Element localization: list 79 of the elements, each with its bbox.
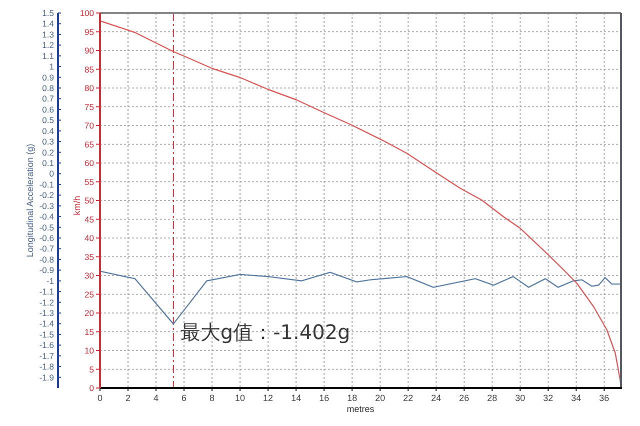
annotation: 最大g值：-1.402g xyxy=(180,320,350,344)
y-tick-label: -0.5 xyxy=(39,222,54,232)
x-tick-label: 6 xyxy=(182,393,187,403)
y2-tick-label: 50 xyxy=(84,196,94,206)
y-tick-label: -1.3 xyxy=(39,308,54,318)
y-tick-label: 1.4 xyxy=(42,18,54,29)
y-tick-label: -0.3 xyxy=(39,200,54,211)
y-tick-label: 0.2 xyxy=(42,147,54,158)
x-tick-label: 2 xyxy=(126,393,131,403)
y-tick-label: 0.1 xyxy=(42,158,54,168)
y2-tick-label: 5 xyxy=(89,364,94,374)
x-tick-label: 14 xyxy=(291,393,302,403)
x-tick-label: 10 xyxy=(235,393,246,403)
y2-tick-label: 65 xyxy=(84,139,94,150)
y-tick-label: -0.1 xyxy=(39,179,54,190)
x-tick-label: 20 xyxy=(375,393,386,403)
y-tick-label: -0.4 xyxy=(39,212,54,222)
y-tick-label: -1 xyxy=(46,276,54,286)
x-tick-label: 28 xyxy=(487,393,498,403)
x-tick-label: 18 xyxy=(347,393,358,403)
y2-tick-label: 0 xyxy=(89,383,94,393)
y-tick-label: -0.6 xyxy=(39,233,54,243)
y-tick-label: 1.1 xyxy=(42,50,54,61)
y2-axis-title: km/h xyxy=(72,196,82,216)
y2-tick-label: 45 xyxy=(84,214,94,224)
y-tick-label: -1.1 xyxy=(39,286,54,297)
y2-tick-label: 95 xyxy=(84,26,94,37)
x-tick-label: 34 xyxy=(571,393,582,403)
y2-tick-label: 90 xyxy=(84,46,94,56)
y2-tick-label: 70 xyxy=(84,120,94,130)
y2-tick-label: 10 xyxy=(84,346,94,356)
y2-tick-label: 75 xyxy=(84,102,94,112)
x-tick-label: 24 xyxy=(431,393,442,403)
x-tick-label: 0 xyxy=(97,393,103,403)
y-tick-label: -1.8 xyxy=(39,362,54,372)
x-tick-label: 26 xyxy=(459,393,470,403)
x-tick-label: 32 xyxy=(543,393,554,403)
y-tick-label: -1.2 xyxy=(39,297,54,308)
y2-tick-label: 40 xyxy=(84,233,94,243)
y-tick-label: -1.9 xyxy=(39,372,54,382)
y2-tick-label: 80 xyxy=(84,83,94,93)
y-tick-label: 0 xyxy=(49,168,54,179)
x-tick-label: 4 xyxy=(154,393,159,403)
y-tick-label: -1.6 xyxy=(39,340,54,350)
y2-tick-label: 15 xyxy=(84,326,94,337)
y-tick-label: 0.5 xyxy=(42,115,54,126)
y-tick-label: -1.4 xyxy=(39,318,54,329)
y-tick-label: -1.7 xyxy=(39,350,54,361)
y-tick-label: 0.9 xyxy=(42,72,54,82)
x-tick-label: 22 xyxy=(403,393,414,403)
y2-tick-label: 55 xyxy=(84,176,94,187)
x-tick-label: 30 xyxy=(515,393,526,403)
x-tick-label: 8 xyxy=(210,393,215,403)
y2-tick-label: 85 xyxy=(84,64,94,74)
y-tick-label: 1 xyxy=(49,62,54,72)
y-tick-label: -0.8 xyxy=(39,254,54,264)
y-tick-label: 0.7 xyxy=(42,94,54,104)
y-tick-label: 1.3 xyxy=(42,29,54,40)
y-tick-label: 1.2 xyxy=(42,40,54,50)
y-tick-label: -0.2 xyxy=(39,190,54,200)
y-tick-label: -0.7 xyxy=(39,244,54,254)
x-tick-label: 36 xyxy=(599,393,610,403)
y-tick-label: 0.8 xyxy=(42,83,54,93)
x-tick-label: 12 xyxy=(263,393,274,403)
y2-tick-label: 100 xyxy=(80,8,94,18)
y-tick-label: 1.5 xyxy=(42,8,54,18)
y2-tick-label: 35 xyxy=(84,252,94,262)
x-tick-label: 16 xyxy=(319,393,330,403)
y-tick-label: 0.3 xyxy=(42,136,54,147)
y-tick-label: -0.9 xyxy=(39,265,54,276)
y2-tick-label: 60 xyxy=(84,158,94,168)
y2-tick-label: 30 xyxy=(84,270,94,280)
y-tick-label: 0.4 xyxy=(42,126,54,136)
x-axis-title: metres xyxy=(346,404,375,414)
y2-tick-label: 20 xyxy=(84,308,94,318)
y-tick-label: 0.6 xyxy=(42,104,54,114)
y-axis-title: Longitudinal Acceleration (g) xyxy=(25,144,35,258)
y2-tick-label: 25 xyxy=(84,289,94,300)
y-tick-label: -1.5 xyxy=(39,329,54,340)
